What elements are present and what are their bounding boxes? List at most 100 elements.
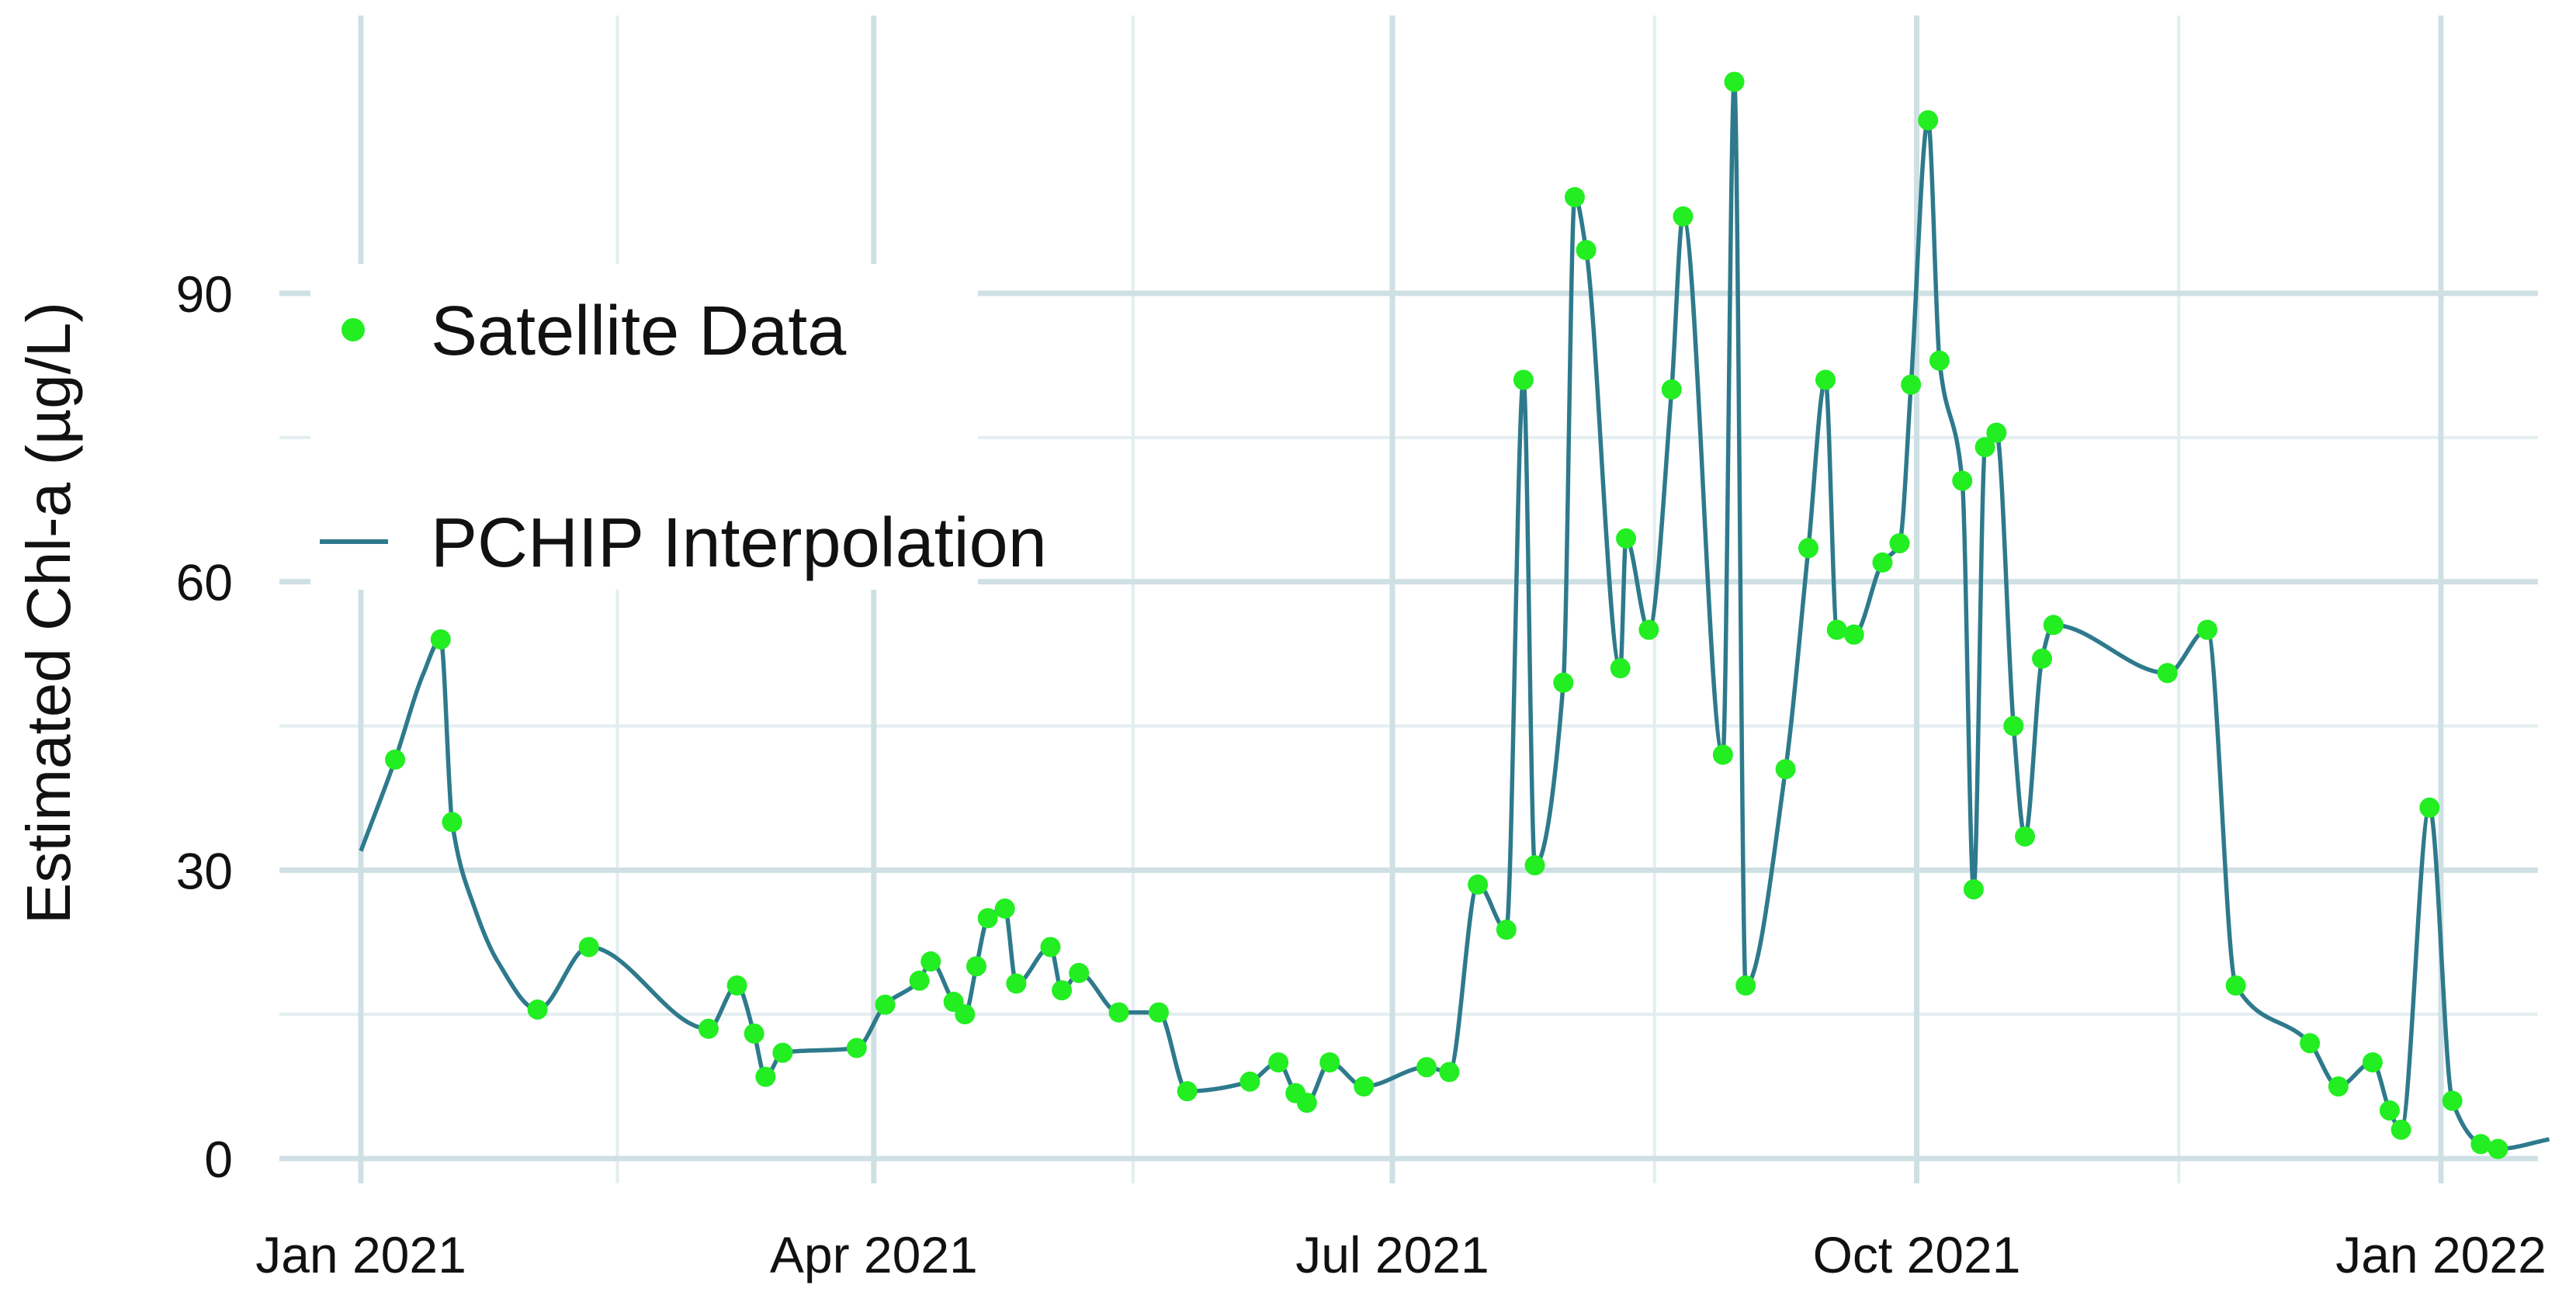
y-axis-tick-labels: 0 30 60 90 bbox=[176, 265, 233, 1188]
satellite-data-point bbox=[1416, 1057, 1437, 1078]
satellite-data-point bbox=[1439, 1062, 1460, 1082]
satellite-data-point bbox=[430, 629, 451, 649]
satellite-data-point bbox=[2032, 648, 2053, 669]
legend-label-satellite-data: Satellite Data bbox=[431, 293, 847, 370]
satellite-data-point bbox=[1724, 71, 1745, 92]
satellite-data-point bbox=[726, 975, 747, 996]
satellite-data-point bbox=[1296, 1093, 1317, 1114]
y-tick-label: 30 bbox=[176, 842, 233, 899]
legend-background bbox=[310, 264, 978, 590]
y-tick-label: 90 bbox=[176, 265, 233, 323]
satellite-data-point bbox=[1775, 759, 1796, 780]
satellite-data-point bbox=[772, 1042, 793, 1063]
x-tick-label: Apr 2021 bbox=[770, 1226, 978, 1283]
satellite-data-point bbox=[1319, 1052, 1340, 1073]
satellite-data-point bbox=[578, 937, 599, 958]
satellite-data-point bbox=[1177, 1081, 1198, 1102]
satellite-data-point bbox=[2225, 975, 2246, 996]
x-tick-label: Oct 2021 bbox=[1813, 1226, 2021, 1283]
satellite-data-point bbox=[1513, 369, 1534, 390]
satellite-data-point bbox=[1826, 619, 1847, 640]
satellite-data-point bbox=[1524, 855, 1545, 876]
satellite-data-point bbox=[920, 951, 941, 972]
satellite-data-point bbox=[2328, 1076, 2349, 1097]
x-tick-label: Jan 2021 bbox=[255, 1226, 466, 1283]
satellite-data-point bbox=[527, 999, 548, 1020]
satellite-data-point bbox=[2470, 1134, 2491, 1155]
satellite-data-point bbox=[1673, 206, 1694, 227]
satellite-data-point bbox=[1069, 962, 1090, 983]
satellite-data-point bbox=[1616, 528, 1637, 549]
satellite-data-point bbox=[1918, 110, 1939, 130]
satellite-data-point bbox=[1798, 538, 1818, 559]
satellite-data-point bbox=[1872, 552, 1893, 573]
satellite-data-point bbox=[1638, 619, 1659, 640]
satellite-data-point bbox=[1929, 350, 1950, 371]
satellite-data-point bbox=[1576, 240, 1597, 261]
satellite-data-point bbox=[1986, 422, 2007, 443]
satellite-data-point bbox=[1148, 1002, 1169, 1023]
satellite-data-point bbox=[1239, 1071, 1260, 1092]
satellite-data-point bbox=[1661, 379, 1682, 400]
satellite-data-point bbox=[698, 1018, 719, 1039]
satellite-data-point bbox=[977, 908, 998, 929]
satellite-data-point bbox=[1735, 975, 1756, 996]
satellite-data-point bbox=[2003, 715, 2024, 736]
satellite-data-point bbox=[744, 1023, 764, 1044]
y-axis-title: Estimated Chl-a (µg/L) bbox=[14, 302, 83, 924]
satellite-data-point bbox=[1974, 437, 1995, 458]
satellite-data-point bbox=[1052, 980, 1073, 1001]
satellite-data-point bbox=[1963, 879, 1984, 900]
pchip-interpolation-line bbox=[359, 79, 2550, 1152]
satellite-data-point bbox=[1468, 874, 1489, 895]
satellite-data-point bbox=[1952, 470, 1973, 491]
satellite-data-point bbox=[2015, 826, 2035, 847]
satellite-data-point bbox=[2300, 1033, 2321, 1054]
satellite-data-point bbox=[1006, 973, 1027, 994]
interpolation-line-layer bbox=[359, 79, 2550, 1152]
satellite-data-point bbox=[846, 1037, 867, 1058]
satellite-data-point bbox=[1901, 374, 1922, 395]
satellite-data-point bbox=[1843, 624, 1864, 645]
satellite-data-point bbox=[2043, 615, 2064, 636]
grid-lines bbox=[279, 16, 2538, 1183]
satellite-data-point bbox=[1889, 533, 1910, 554]
y-tick-label: 0 bbox=[204, 1131, 233, 1188]
satellite-data-point bbox=[2419, 797, 2440, 818]
satellite-data-point bbox=[1108, 1002, 1129, 1023]
satellite-data-point bbox=[994, 898, 1015, 919]
satellite-data-point bbox=[2196, 619, 2217, 640]
satellite-data-point bbox=[385, 749, 406, 770]
legend-label-pchip-interpolation: PCHIP Interpolation bbox=[431, 504, 1047, 582]
satellite-data-point bbox=[2362, 1052, 2383, 1073]
satellite-data-point bbox=[442, 812, 463, 833]
satellite-data-point bbox=[755, 1066, 776, 1087]
satellite-data-point bbox=[1268, 1052, 1289, 1073]
y-tick-label: 60 bbox=[176, 554, 233, 611]
x-tick-label: Jul 2021 bbox=[1295, 1226, 1489, 1283]
legend-point-swatch bbox=[342, 318, 365, 341]
satellite-data-point bbox=[1354, 1076, 1375, 1097]
satellite-data-point bbox=[1553, 672, 1574, 693]
satellite-data-point bbox=[2157, 663, 2178, 684]
satellite-data-point bbox=[1564, 187, 1585, 208]
satellite-data-point bbox=[1815, 369, 1836, 390]
satellite-data-point bbox=[2391, 1119, 2411, 1140]
satellite-data-point bbox=[966, 956, 986, 977]
satellite-points-layer bbox=[385, 71, 2508, 1159]
satellite-data-point bbox=[2488, 1138, 2508, 1159]
satellite-data-point bbox=[875, 994, 896, 1015]
satellite-data-point bbox=[2442, 1090, 2463, 1111]
legend: Satellite Data PCHIP Interpolation bbox=[310, 264, 1047, 590]
satellite-data-point bbox=[1496, 920, 1517, 940]
satellite-data-point bbox=[1610, 658, 1631, 679]
satellite-data-point bbox=[955, 1004, 976, 1025]
satellite-data-point bbox=[1040, 937, 1061, 958]
satellite-data-point bbox=[1712, 744, 1733, 765]
x-axis-tick-labels: Jan 2021 Apr 2021 Jul 2021 Oct 2021 Jan 2022 bbox=[255, 1226, 2547, 1283]
satellite-data-point bbox=[2379, 1100, 2400, 1121]
satellite-data-point bbox=[909, 970, 930, 991]
x-tick-label: Jan 2022 bbox=[2335, 1226, 2547, 1283]
